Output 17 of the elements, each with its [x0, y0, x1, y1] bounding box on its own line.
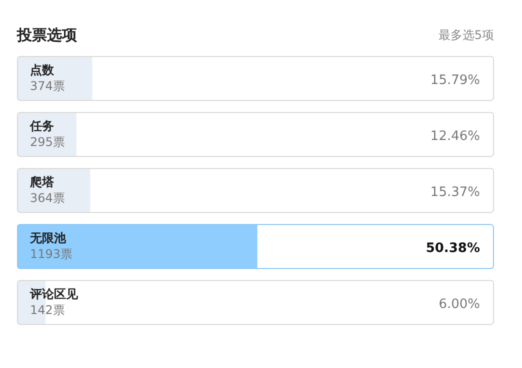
data-label: 15.37%: [430, 185, 480, 200]
y-tick-label: 爬塔: [29, 175, 55, 189]
annotation: 295票: [30, 135, 65, 149]
y-tick-label: 任务: [29, 119, 54, 133]
data-label: 50.38%: [426, 241, 480, 256]
chart-title: 投票选项: [16, 26, 78, 44]
annotation: 1193票: [30, 247, 73, 261]
y-tick-label: 点数: [30, 63, 55, 77]
data-label: 6.00%: [438, 297, 480, 312]
data-label: 15.79%: [430, 73, 480, 88]
y-tick-label: 无限池: [29, 231, 67, 245]
y-tick-label: 评论区见: [29, 287, 79, 301]
annotation: 142票: [30, 303, 65, 317]
data-label: 12.46%: [430, 129, 480, 144]
chart-subtitle: 最多选5项: [438, 28, 494, 42]
annotation: 374票: [30, 79, 65, 93]
annotation: 364票: [30, 191, 65, 205]
